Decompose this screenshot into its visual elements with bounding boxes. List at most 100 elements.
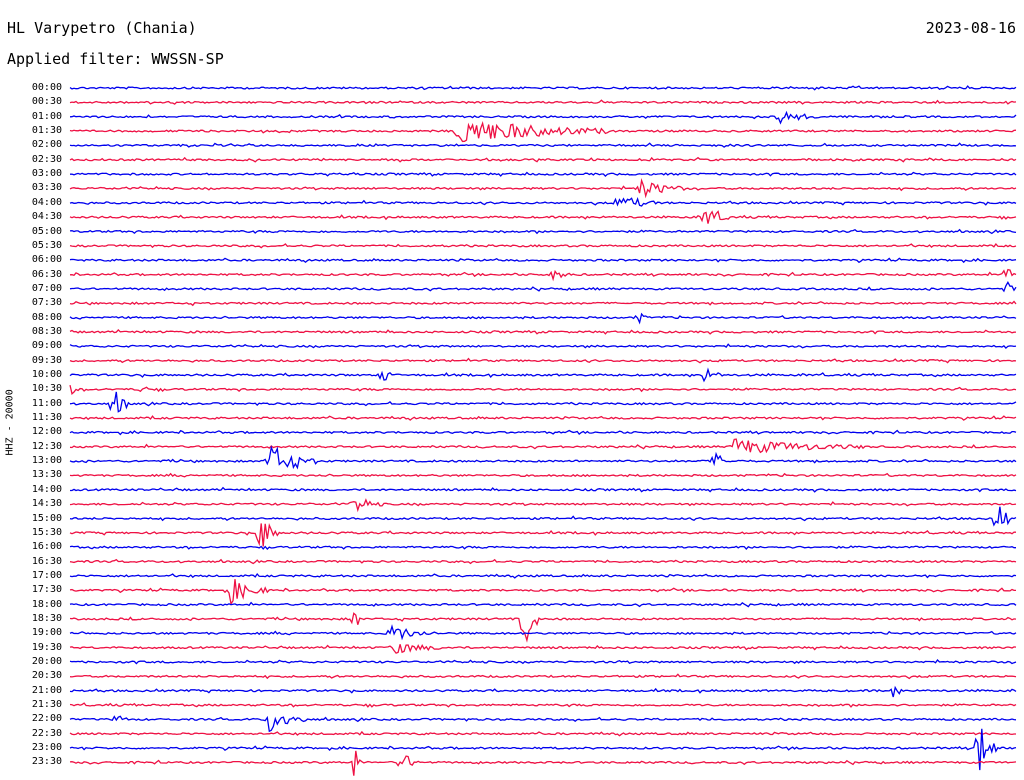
time-label: 23:00 — [31, 742, 62, 754]
trace-0400 — [69, 197, 1017, 207]
time-label: 08:00 — [31, 311, 62, 323]
trace-1400 — [70, 486, 1017, 493]
time-label: 03:00 — [31, 168, 62, 180]
trace-0630 — [69, 268, 1017, 282]
time-label: 23:30 — [31, 756, 62, 768]
trace-1830 — [69, 612, 1017, 643]
trace-0530 — [69, 242, 1017, 249]
time-label: 09:00 — [31, 340, 62, 352]
time-label: 12:30 — [31, 440, 62, 452]
filter-label: Applied filter: WWSSN-SP — [7, 50, 224, 68]
time-label: 20:00 — [31, 656, 62, 667]
time-label: 06:30 — [31, 268, 62, 280]
time-label: 02:00 — [31, 139, 62, 151]
trace-1230 — [69, 438, 1017, 454]
trace-0800 — [69, 312, 1017, 325]
time-label: 14:00 — [31, 483, 62, 495]
time-label: 15:30 — [31, 526, 62, 538]
trace-0200 — [69, 142, 1017, 148]
time-label: 08:30 — [31, 325, 62, 337]
time-label: 03:30 — [31, 182, 62, 194]
time-label: 04:00 — [31, 196, 62, 208]
time-label: 22:30 — [31, 727, 62, 739]
time-label: 19:30 — [31, 641, 62, 653]
time-label: 15:00 — [31, 512, 62, 524]
time-label: 10:30 — [31, 383, 62, 395]
trace-0700 — [69, 280, 1017, 293]
trace-0300 — [69, 171, 1017, 178]
trace-0900 — [69, 343, 1017, 350]
time-label: 13:00 — [31, 455, 62, 467]
time-label: 00:30 — [31, 96, 62, 108]
time-label: 07:00 — [31, 282, 62, 294]
trace-1000 — [69, 367, 1017, 383]
time-label: 19:00 — [31, 627, 62, 639]
trace-0600 — [69, 257, 1017, 264]
trace-0000 — [69, 85, 1017, 91]
trace-2030 — [69, 673, 1017, 680]
trace-1500 — [69, 506, 1017, 527]
trace-1100 — [69, 391, 1017, 413]
time-label: 11:30 — [31, 412, 62, 424]
time-label: 09:30 — [31, 354, 62, 366]
time-label: 17:00 — [31, 569, 62, 581]
time-label: 05:30 — [31, 239, 62, 251]
trace-0030 — [69, 99, 1017, 105]
time-label: 16:30 — [31, 555, 62, 567]
time-label: 17:30 — [31, 584, 62, 596]
trace-2200 — [69, 715, 1017, 733]
trace-1600 — [69, 545, 1016, 550]
trace-1630 — [69, 558, 1017, 565]
trace-1330 — [69, 472, 1017, 478]
time-label: 04:30 — [31, 211, 62, 223]
trace-0730 — [69, 300, 1017, 307]
time-label: 02:30 — [31, 153, 62, 165]
time-label: 14:30 — [31, 498, 62, 510]
trace-0130 — [69, 120, 1017, 143]
time-label: 00:00 — [31, 82, 62, 93]
time-label: 07:30 — [31, 297, 62, 309]
trace-1800 — [69, 601, 1017, 608]
time-label: 01:30 — [31, 125, 62, 137]
date-label: 2023-08-16 — [925, 19, 1016, 37]
time-label: 21:00 — [31, 684, 62, 696]
trace-0930 — [69, 357, 1017, 364]
time-label: 22:00 — [31, 713, 62, 725]
time-labels: 00:00 00:30 01:00 01:30 02:00 02:30 03:00 03:30… — [0, 0, 62, 780]
trace-1700 — [69, 572, 1017, 579]
trace-0230 — [69, 156, 1017, 163]
trace-0100 — [69, 110, 1017, 125]
trace-0430 — [69, 210, 1017, 224]
trace-2230 — [69, 730, 1016, 737]
trace-2000 — [69, 658, 1017, 665]
time-label: 11:00 — [31, 397, 62, 409]
trace-2100 — [69, 685, 1017, 698]
trace-2300 — [69, 728, 1017, 771]
time-label: 10:00 — [31, 369, 62, 380]
time-label: 20:30 — [31, 670, 62, 682]
time-label: 12:00 — [31, 426, 62, 438]
station-title: HL Varypetro (Chania) — [7, 19, 197, 37]
trace-1130 — [69, 415, 1017, 421]
trace-1900 — [69, 624, 1017, 641]
trace-0500 — [69, 228, 1017, 235]
trace-1300 — [69, 445, 1017, 470]
trace-1730 — [69, 579, 1016, 606]
time-label: 18:00 — [31, 598, 62, 610]
trace-1030 — [69, 384, 1017, 396]
time-label: 05:00 — [31, 225, 62, 237]
trace-2330 — [69, 750, 1017, 776]
time-label: 21:30 — [31, 699, 62, 711]
trace-0330 — [69, 178, 1017, 199]
trace-1530 — [69, 522, 1017, 547]
trace-1930 — [69, 644, 1017, 654]
time-label: 16:00 — [31, 541, 62, 553]
time-label: 06:00 — [31, 254, 62, 266]
trace-1200 — [69, 429, 1017, 436]
trace-0830 — [69, 328, 1017, 335]
time-label: 13:30 — [31, 469, 62, 481]
trace-2130 — [69, 702, 1017, 708]
time-label: 18:30 — [31, 612, 62, 624]
trace-1430 — [69, 498, 1017, 513]
